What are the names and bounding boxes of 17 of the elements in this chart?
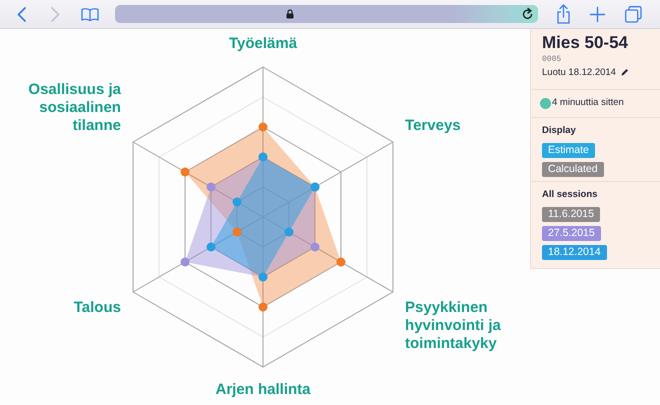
spoke-label: Talous: [74, 299, 121, 316]
text: Calculated: [542, 162, 604, 177]
text: 27.5.2015: [542, 226, 601, 241]
spoke-label: Arjen hallinta: [215, 381, 312, 398]
text: Estimate: [542, 143, 595, 158]
text: 18.12.2014: [542, 245, 607, 260]
spoke-label: Terveys: [405, 117, 461, 134]
spoke-label: Psyykkinen hyvinvointi ja toimintakyky: [405, 299, 502, 352]
text: 0005: [542, 54, 562, 65]
spoke-label: Osallisuus ja sosiaalinen tilanne: [28, 81, 122, 134]
text: 11.6.2015: [542, 207, 600, 222]
spoke-label: Työelämä: [228, 35, 298, 52]
chart-title: Mies 50-54: [542, 33, 629, 53]
legend-title: All sessions: [542, 188, 598, 201]
text: Luotu 18.12.2014: [542, 67, 616, 78]
text: Display: [542, 124, 577, 137]
text: 4 minuuttia sitten: [552, 96, 624, 110]
